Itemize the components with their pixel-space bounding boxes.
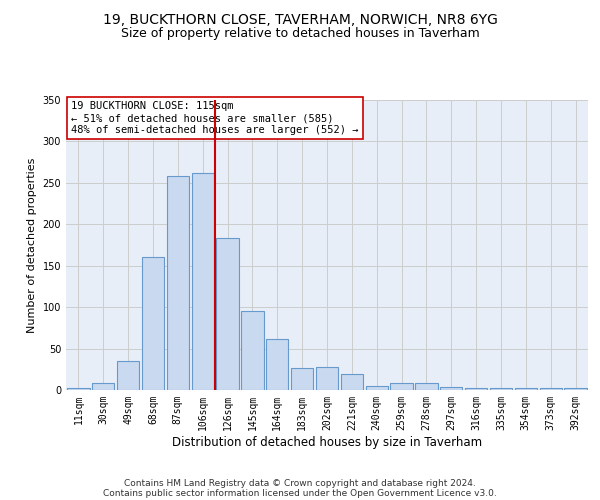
- Text: Size of property relative to detached houses in Taverham: Size of property relative to detached ho…: [121, 28, 479, 40]
- Text: 19, BUCKTHORN CLOSE, TAVERHAM, NORWICH, NR8 6YG: 19, BUCKTHORN CLOSE, TAVERHAM, NORWICH, …: [103, 12, 497, 26]
- Bar: [365, 386, 388, 390]
- Text: Contains public sector information licensed under the Open Government Licence v3: Contains public sector information licen…: [103, 488, 497, 498]
- X-axis label: Distribution of detached houses by size in Taverham: Distribution of detached houses by size …: [172, 436, 482, 448]
- Text: Contains HM Land Registry data © Crown copyright and database right 2024.: Contains HM Land Registry data © Crown c…: [124, 478, 476, 488]
- Bar: [266, 338, 289, 390]
- Bar: [565, 388, 587, 390]
- Text: 19 BUCKTHORN CLOSE: 115sqm
← 51% of detached houses are smaller (585)
48% of sem: 19 BUCKTHORN CLOSE: 115sqm ← 51% of deta…: [71, 102, 359, 134]
- Bar: [217, 238, 239, 390]
- Bar: [316, 367, 338, 390]
- Bar: [142, 258, 164, 390]
- Bar: [117, 361, 139, 390]
- Bar: [167, 176, 189, 390]
- Bar: [191, 173, 214, 390]
- Bar: [490, 388, 512, 390]
- Bar: [515, 388, 537, 390]
- Bar: [465, 388, 487, 390]
- Bar: [415, 382, 437, 390]
- Bar: [241, 312, 263, 390]
- Bar: [341, 374, 363, 390]
- Bar: [440, 386, 463, 390]
- Bar: [391, 382, 413, 390]
- Bar: [92, 384, 115, 390]
- Y-axis label: Number of detached properties: Number of detached properties: [27, 158, 37, 332]
- Bar: [539, 388, 562, 390]
- Bar: [291, 368, 313, 390]
- Bar: [67, 388, 89, 390]
